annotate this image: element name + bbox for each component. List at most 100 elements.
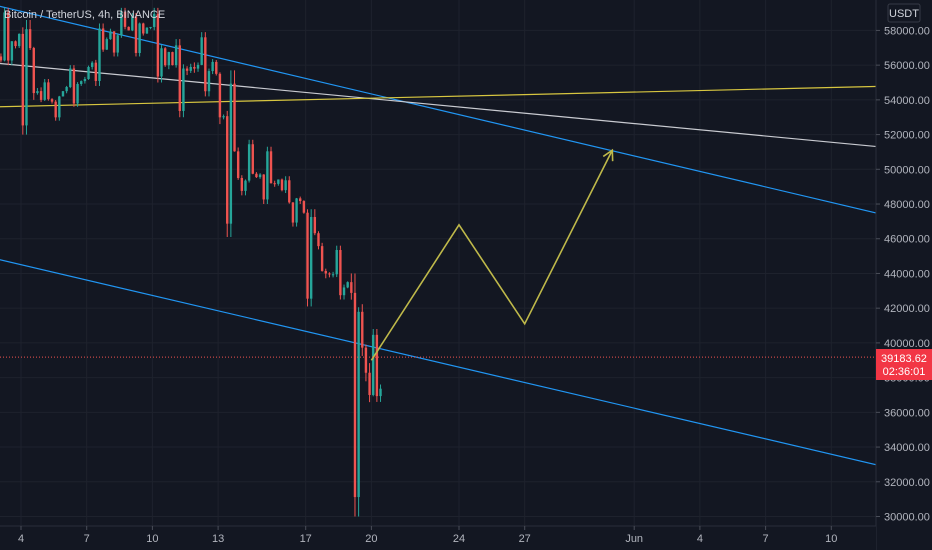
candle-body: [174, 45, 178, 66]
candle-body: [153, 13, 156, 27]
candle-body: [306, 212, 309, 299]
price-tick-label: 34000.00: [884, 442, 930, 454]
trendlines-layer[interactable]: [0, 5, 898, 471]
candle-body: [244, 180, 247, 191]
horizontal-level-line[interactable]: [0, 85, 898, 108]
candle-body: [218, 73, 222, 118]
time-axis-panel[interactable]: [0, 526, 876, 550]
candle-body: [167, 52, 171, 66]
price-tick-label: 40000.00: [884, 338, 930, 350]
price-tick-label: 32000.00: [884, 477, 930, 489]
time-tick-label: 17: [300, 533, 312, 545]
candle-body: [236, 151, 240, 178]
candle-body: [328, 273, 331, 275]
candle-body: [138, 23, 141, 53]
candle-body: [105, 39, 108, 50]
price-tick-label: 30000.00: [884, 512, 930, 524]
candle-body: [43, 82, 46, 100]
candle-body: [375, 334, 379, 397]
grid-layer: [0, 0, 876, 526]
trendline-blue[interactable]: [0, 259, 898, 471]
candle-body: [17, 33, 21, 47]
symbol-title: Bitcoin / TetherUS, 4h, BINANCE: [4, 9, 165, 21]
candle-body: [69, 68, 72, 88]
candle-body: [295, 198, 298, 223]
candle-body: [288, 180, 291, 203]
candle-body: [342, 287, 346, 296]
candle-body: [90, 62, 94, 67]
candle-body: [32, 48, 35, 94]
candle-body: [357, 311, 360, 498]
time-tick-label: 4: [697, 533, 703, 545]
currency-button[interactable]: USDT: [887, 3, 921, 23]
candle-body: [39, 91, 43, 100]
candle-body: [189, 66, 192, 71]
candle-body: [87, 66, 90, 80]
candle-body: [233, 83, 236, 152]
candle-body: [350, 282, 353, 293]
candle-body: [277, 179, 280, 184]
candle-body: [185, 68, 189, 71]
price-tick-label: 50000.00: [884, 164, 930, 176]
candle-body: [258, 174, 262, 178]
candle-body: [291, 202, 295, 223]
candle-body: [94, 62, 98, 81]
candle-body: [339, 249, 342, 296]
time-tick-label: Jun: [625, 533, 643, 545]
candle-body: [65, 87, 68, 92]
time-tick-label: 24: [453, 533, 465, 545]
candle-body: [266, 151, 269, 200]
price-tick-label: 44000.00: [884, 268, 930, 280]
trendline-blue[interactable]: [0, 5, 898, 219]
candle-body: [3, 12, 6, 61]
candle-body: [61, 91, 65, 97]
candle-body: [361, 311, 364, 348]
currency-label: USDT: [889, 8, 919, 20]
price-tag-box: [876, 349, 932, 380]
candle-body: [123, 11, 127, 27]
candle-body: [10, 41, 14, 61]
candle-body: [0, 56, 3, 61]
time-axis-ticks: 4 7 10 13 17 20 24 27 Jun 4 7 10: [18, 526, 837, 545]
candle-body: [54, 101, 57, 118]
price-tick-label: 54000.00: [884, 95, 930, 107]
candle-body: [335, 249, 338, 275]
currency-button-frame: [887, 3, 921, 23]
candle-body: [313, 217, 317, 234]
price-axis-panel[interactable]: [876, 0, 932, 550]
candle-body: [21, 33, 25, 126]
candle-body: [372, 334, 375, 395]
price-tick-label: 52000.00: [884, 130, 930, 142]
candle-body: [28, 29, 32, 49]
last-price-label: 39183.62: [881, 353, 927, 365]
candle-body: [262, 174, 265, 200]
candle-body: [331, 274, 335, 276]
projection-path[interactable]: [370, 149, 614, 361]
candle-body: [215, 61, 218, 74]
price-tag: 39183.62 02:36:01: [876, 349, 932, 380]
candle-body: [309, 217, 313, 299]
candle-body: [112, 31, 116, 53]
time-tick-label: 13: [212, 533, 224, 545]
countdown-label: 02:36:01: [883, 366, 926, 378]
candle-body: [269, 151, 273, 184]
candle-body: [7, 12, 10, 61]
candle-body: [200, 37, 203, 65]
candle-body: [142, 23, 145, 34]
price-tick-label: 46000.00: [884, 234, 930, 246]
candle-body: [47, 82, 50, 100]
candle-body: [368, 372, 371, 395]
candle-body: [131, 16, 134, 31]
candle-body: [36, 91, 39, 94]
time-tick-label: 27: [519, 533, 531, 545]
candle-body: [116, 35, 119, 53]
candle-body: [299, 198, 302, 202]
candle-body: [127, 26, 130, 31]
trendline-white[interactable]: [0, 62, 898, 150]
candle-body: [72, 68, 76, 104]
projection-layer[interactable]: [370, 148, 614, 361]
candle-body: [247, 144, 251, 181]
